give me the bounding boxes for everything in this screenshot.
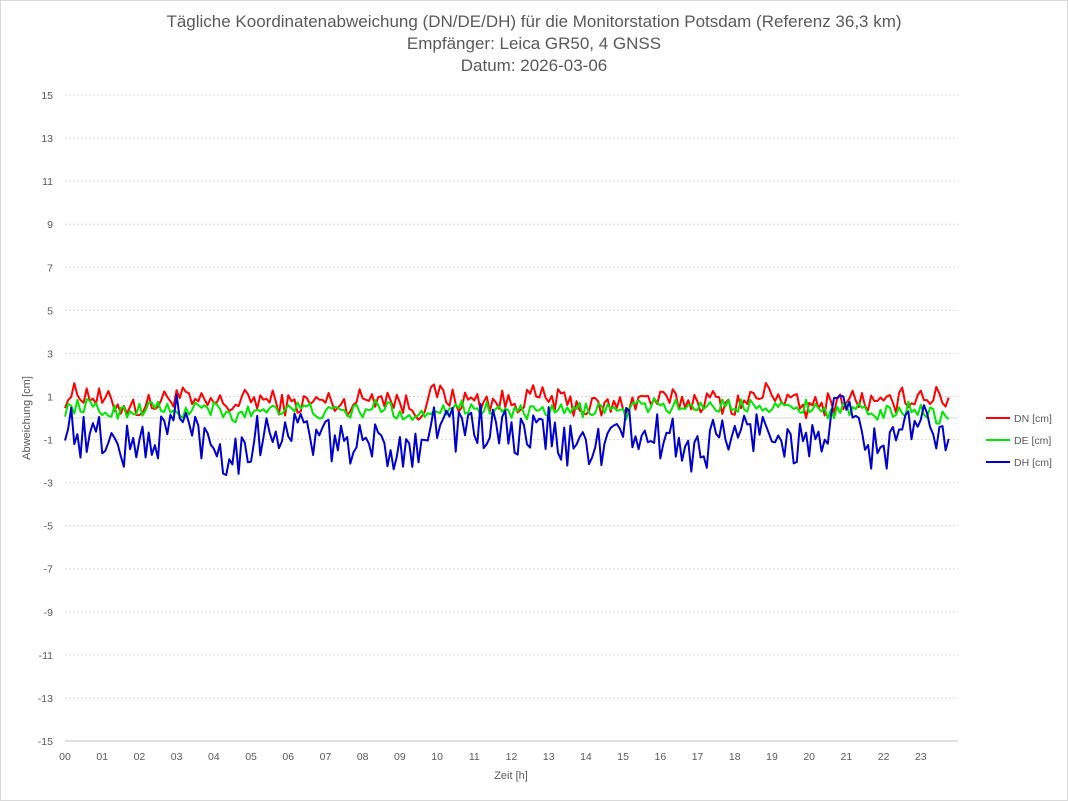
x-axis-label: Zeit [h] [494,770,528,782]
x-tick-label: 19 [766,751,778,763]
x-tick-label: 18 [729,751,741,763]
chart-subtitle: Empfänger: Leica GR50, 4 GNSS [406,34,662,53]
x-tick-label: 16 [654,751,666,763]
x-tick-label: 08 [357,751,369,763]
x-tick-label: 15 [617,751,629,763]
x-tick-label: 00 [59,751,71,763]
x-tick-label: 01 [96,751,108,763]
x-tick-label: 13 [543,751,555,763]
legend-label: DE [cm] [1014,435,1051,447]
y-tick-label: 7 [47,262,53,274]
x-tick-label: 03 [171,751,183,763]
y-tick-label: 5 [47,305,53,317]
x-tick-label: 04 [208,751,220,763]
data-series [64,382,950,476]
y-tick-label: -1 [44,435,53,447]
y-tick-label: -15 [38,736,53,748]
y-tick-label: 3 [47,348,53,360]
chart-titles: Tägliche Koordinatenabweichung (DN/DE/DH… [0,11,1068,77]
series-line [64,397,950,425]
x-tick-label: 10 [431,751,443,763]
legend-label: DH [cm] [1014,457,1052,469]
y-tick-label: -7 [44,564,53,576]
x-tick-label: 06 [282,751,294,763]
y-tick-label: 1 [47,391,53,403]
legend-label: DN [cm] [1014,413,1052,425]
y-tick-label: -11 [39,650,54,662]
y-tick-label: 13 [41,133,53,145]
x-tick-label: 22 [878,751,890,763]
legend: DN [cm] DE [cm] DH [cm] [986,413,1052,469]
y-tick-label: -13 [38,693,53,705]
x-tick-label: 11 [469,751,480,763]
grid-lines [65,94,958,742]
x-tick-label: 21 [841,751,853,763]
x-tick-label: 23 [915,751,927,763]
x-tick-label: 20 [803,751,815,763]
x-tick-label: 17 [692,751,704,763]
x-tick-label: 14 [580,751,592,763]
y-tick-label: -9 [44,607,53,619]
y-tick-label: -3 [44,478,53,490]
x-tick-label: 05 [245,751,257,763]
y-tick-label: 11 [42,176,53,188]
series-line [64,393,950,476]
x-tick-label: 02 [134,751,146,763]
y-tick-labels: 15 13 11 9 7 5 3 1 -1 -3 -5 -7 -9 -11 -13 -15 [38,90,53,748]
x-tick-label: 07 [320,751,332,763]
x-tick-labels: 00 01 02 03 04 05 06 07 08 09 10 11 12 13 14 15 16 17 18 19… [59,751,927,763]
x-tick-label: 12 [506,751,518,763]
series-line [64,382,950,421]
y-tick-label: -5 [44,521,53,533]
y-axis-label: Abweichung [cm] [21,376,33,460]
chart-title: Tägliche Koordinatenabweichung (DN/DE/DH… [166,12,902,31]
chart-date: Datum: 2026-03-06 [460,56,608,75]
y-tick-label: 15 [41,90,53,102]
y-tick-label: 9 [47,219,53,231]
x-tick-label: 09 [394,751,406,763]
